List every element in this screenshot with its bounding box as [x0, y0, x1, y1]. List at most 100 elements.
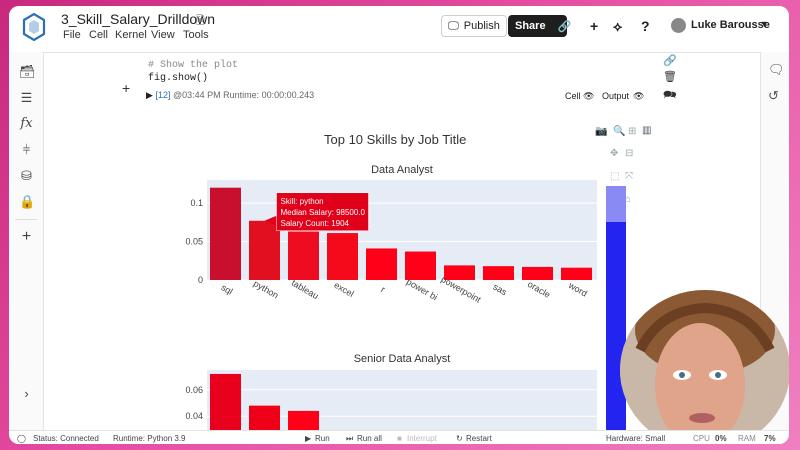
exec-count: [12] [155, 90, 171, 100]
status-icon: ◯ [17, 434, 26, 443]
x-tick-label: python [252, 278, 280, 300]
menu-file[interactable]: File [63, 29, 81, 41]
subplot-title: Data Analyst [371, 164, 433, 176]
menu-cell[interactable]: Cell [89, 29, 108, 41]
cpu-label: CPU [693, 434, 710, 443]
menu-view[interactable]: View [151, 29, 175, 41]
database-icon[interactable]: ⛁ [21, 168, 32, 183]
webcam-overlay [620, 290, 789, 444]
bar-power-bi [405, 251, 436, 280]
home-icon[interactable]: ⌂ [625, 194, 632, 205]
presenter-face-image [620, 290, 789, 444]
interrupt-button: Interrupt [407, 434, 437, 443]
menu-kernel[interactable]: Kernel [115, 29, 147, 41]
eye-icon[interactable]: 👁 [633, 91, 645, 101]
cpu-value: 0% [715, 434, 727, 443]
cell-toggle-label[interactable]: Cell [565, 91, 581, 101]
lock-icon[interactable]: 🔒 [19, 194, 36, 209]
x-tick-label: word [566, 280, 589, 299]
autoscale-icon[interactable]: ⤧ [625, 171, 633, 182]
link-icon[interactable]: 🔗 [557, 20, 572, 33]
run-all-icon[interactable]: ⏭ [346, 434, 354, 443]
play-icon[interactable]: ▶ [146, 90, 153, 100]
bar-r [366, 248, 397, 280]
left-sidebar: 🗃 ☰ fx ⫩ ⛁ 🔒 + › [9, 52, 44, 430]
list-icon[interactable]: ☰ [20, 90, 33, 105]
tooltip-line: Salary Count: 1904 [281, 219, 350, 228]
chevron-down-icon[interactable]: ▼ [760, 19, 769, 29]
rail-divider [15, 219, 37, 220]
share-button[interactable]: Share 🔗 [508, 15, 571, 37]
publish-label: Publish [463, 20, 500, 32]
publish-button[interactable]: 🖵 Publish [441, 15, 507, 37]
output-toggle-label[interactable]: Output [602, 91, 630, 101]
add-icon[interactable]: + [21, 228, 32, 245]
plotly-figure: Top 10 Skills by Job Title 📷 🔍 ⊞ ▥ ✥ ⊟ ⬚… [139, 125, 652, 431]
x-tick-label: r [379, 284, 387, 294]
x-tick-label: sas [491, 282, 509, 298]
x-tick-label: excel [332, 280, 355, 299]
x-tick-label: tableau [290, 278, 321, 301]
restart-icon[interactable]: ↻ [456, 434, 463, 443]
status-bar: ◯ Status: Connected Runtime: Python 3.9 … [9, 430, 789, 444]
run-all-button[interactable]: Run all [357, 434, 382, 443]
tooltip-line: Median Salary: 98500.0 [281, 208, 366, 217]
interrupt-icon: ■ [397, 434, 402, 443]
figure-title: Top 10 Skills by Job Title [324, 132, 467, 147]
zoom-out-icon[interactable]: ⊟ [625, 148, 634, 159]
hover-tooltip [276, 192, 369, 232]
box-select-icon[interactable]: ⬚ [610, 171, 620, 182]
x-tick-label: sql [220, 282, 235, 296]
help-icon[interactable]: ? [641, 18, 650, 34]
bar-tableau [288, 231, 319, 280]
eye-icon[interactable]: 👁 [583, 91, 595, 101]
y-tick-label: 0.05 [185, 237, 203, 247]
run-button[interactable]: Run [315, 434, 330, 443]
monitor-icon: 🖵 [448, 19, 459, 32]
bar-oracle [522, 266, 553, 280]
bar-python [249, 220, 280, 280]
plus-box-icon[interactable]: ⊞ [628, 126, 637, 137]
history-icon[interactable]: ↺ [768, 88, 779, 103]
user-name[interactable]: Luke Barousse [691, 19, 770, 31]
runtime-label[interactable]: Runtime: Python 3.9 [113, 434, 186, 443]
bar-excel [327, 233, 358, 280]
y-tick-label: 0 [198, 275, 203, 285]
menu-tools[interactable]: Tools [183, 29, 209, 41]
code-line[interactable]: fig.show() [148, 73, 209, 84]
top-bar: 3_Skill_Salary_Drilldown 🗎 File Cell Ker… [9, 6, 789, 53]
restart-button[interactable]: Restart [466, 434, 492, 443]
chevron-right-icon[interactable]: › [24, 386, 29, 401]
zoom-icon[interactable]: 🔍 [613, 126, 626, 137]
ram-label: RAM [738, 434, 756, 443]
pan-icon[interactable]: ✥ [610, 148, 619, 159]
bar-python [249, 405, 280, 431]
tooltip-line: Skill: python [281, 197, 324, 206]
tooltip-pointer [264, 215, 277, 226]
add-icon[interactable]: + [590, 18, 599, 34]
link-icon[interactable]: 🔗 [663, 55, 677, 67]
bar-chart-icon[interactable]: ▥ [642, 125, 652, 136]
comments-icon[interactable]: 🗨 [768, 62, 785, 77]
comment-icon[interactable]: 🗪 [663, 89, 677, 101]
activity-icon[interactable]: ⟡ [613, 18, 623, 34]
play-icon[interactable]: ▶ [305, 434, 312, 443]
sliders-icon[interactable]: ⫩ [22, 142, 31, 157]
function-icon[interactable]: fx [20, 116, 33, 131]
code-comment[interactable]: # Show the plot [148, 60, 239, 71]
camera-icon[interactable]: 📷 [595, 126, 608, 137]
deepnote-logo-icon[interactable] [21, 12, 47, 42]
avatar[interactable] [671, 18, 686, 33]
notebook-title[interactable]: 3_Skill_Salary_Drilldown [61, 11, 216, 27]
trash-icon[interactable]: 🗑 [663, 71, 677, 83]
chart-svg: Data Analyst 0.1 0.05 0 sql python tableau exce… [185, 164, 626, 431]
execution-status: ▶ [12] @03:44 PM Runtime: 00:00:00.243 [146, 90, 314, 101]
document-icon[interactable]: 🗎 [196, 15, 205, 27]
subplot-title: Senior Data Analyst [354, 353, 451, 365]
add-cell-icon[interactable]: + [122, 80, 131, 96]
share-label: Share [515, 20, 546, 32]
app-window: 3_Skill_Salary_Drilldown 🗎 File Cell Ker… [9, 6, 789, 444]
hardware-label[interactable]: Hardware: Small [606, 434, 666, 443]
storage-icon[interactable]: 🗃 [19, 64, 36, 79]
bar-tableau [288, 410, 319, 431]
